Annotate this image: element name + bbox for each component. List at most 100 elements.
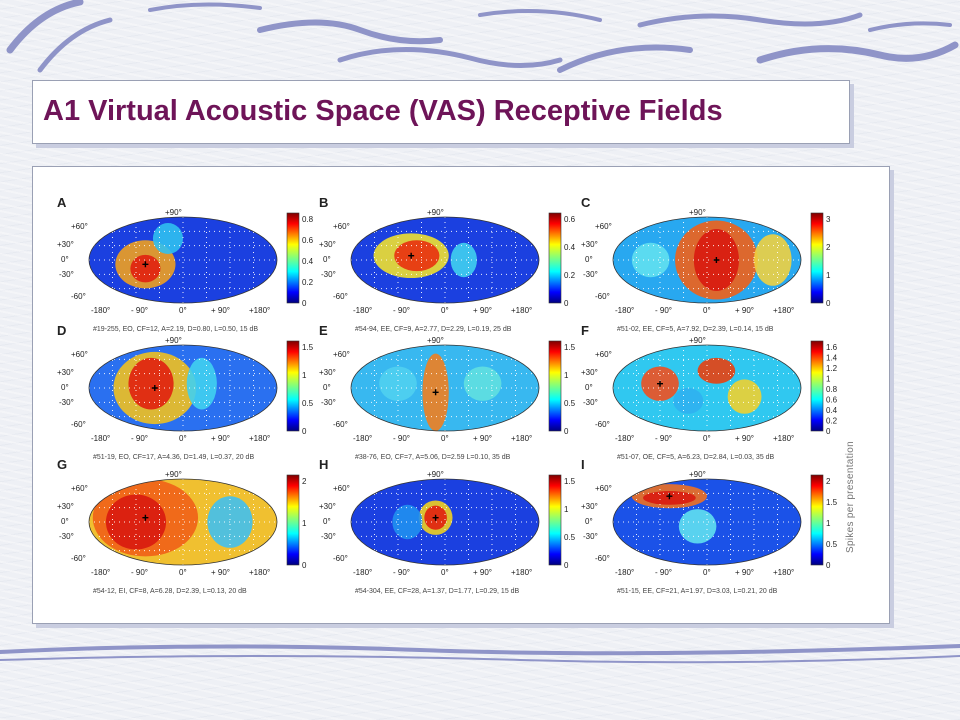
heatmap-region xyxy=(727,379,762,414)
latitude-label: 0° xyxy=(585,383,593,392)
latitude-label: -60° xyxy=(333,554,348,563)
colorbar-tick-label: 1.2 xyxy=(826,364,838,373)
latitude-label: +60° xyxy=(333,222,350,231)
latitude-label: -30° xyxy=(321,398,336,407)
latitude-label: -30° xyxy=(321,532,336,541)
latitude-label: -30° xyxy=(583,532,598,541)
colorbar xyxy=(286,340,300,432)
heatmap-region xyxy=(450,242,477,278)
colorbar-tick-label: 1 xyxy=(826,375,831,384)
panel-caption: #51-19, EO, CF=17, A=4.36, D=1.49, L=0.3… xyxy=(93,454,254,461)
heatmap-region xyxy=(697,357,736,384)
heatmap xyxy=(351,345,539,431)
panel-g: G +90° +60° +30° 0° -30° -60° -180° - 90° 0° + 90°… xyxy=(57,457,307,595)
panel-b: B +90° +60° +30° 0° -30° -60° -180° - 90° 0° + 90°… xyxy=(319,195,576,333)
colorbar-tick-label: 1 xyxy=(564,371,569,380)
longitude-label: +180° xyxy=(511,568,532,577)
latitude-label: +60° xyxy=(595,350,612,359)
latitude-label: +90° xyxy=(427,208,444,217)
longitude-label: +180° xyxy=(773,306,794,315)
longitude-label: + 90° xyxy=(473,434,492,443)
panel-letter: D xyxy=(57,323,66,338)
panel-letter: A xyxy=(57,195,67,210)
colorbar-tick-label: 0.5 xyxy=(826,540,838,549)
latitude-label: 0° xyxy=(585,255,593,264)
latitude-label: +30° xyxy=(319,502,336,511)
heatmap-region xyxy=(631,242,670,278)
panel-letter: C xyxy=(581,195,591,210)
heatmap xyxy=(89,345,277,431)
colorbar-tick-label: 0 xyxy=(302,299,307,308)
heatmap-region xyxy=(394,240,440,272)
colorbar-tick-label: 0.2 xyxy=(826,417,838,426)
latitude-label: +30° xyxy=(57,502,74,511)
panel-letter: G xyxy=(57,457,67,472)
heatmap-region xyxy=(392,504,423,540)
colorbar xyxy=(810,212,824,304)
longitude-label: - 90° xyxy=(393,434,410,443)
latitude-label: +60° xyxy=(71,484,88,493)
latitude-label: 0° xyxy=(585,517,593,526)
colorbar-tick-label: 1.4 xyxy=(826,354,838,363)
colorbar-tick-label: 0.4 xyxy=(826,406,838,415)
longitude-label: - 90° xyxy=(393,568,410,577)
latitude-label: -60° xyxy=(595,554,610,563)
panel-letter: F xyxy=(581,323,589,338)
latitude-label: +90° xyxy=(165,470,182,479)
colorbar-tick-label: 0.2 xyxy=(302,278,314,287)
panel-letter: E xyxy=(319,323,328,338)
best-location-marker xyxy=(142,261,149,268)
best-location-marker xyxy=(713,257,720,263)
longitude-label: +180° xyxy=(773,568,794,577)
colorbar-tick-label: 1 xyxy=(826,271,831,280)
map-outline xyxy=(612,216,802,304)
colorbar xyxy=(810,474,824,566)
longitude-label: 0° xyxy=(441,306,449,315)
latitude-label: +60° xyxy=(71,222,88,231)
heatmap-region xyxy=(105,494,167,550)
longitude-label: -180° xyxy=(91,434,110,443)
panel-f: F +90° +60° +30° 0° -30° -60° -180° - 90° 0° + 90°… xyxy=(581,323,838,461)
panel-e: E +90° +60° +30° 0° -30° -60° -180° - 90° 0° + 90°… xyxy=(319,323,576,461)
colorbar-tick-label: 1 xyxy=(302,519,307,528)
colorbar-tick-label: 0 xyxy=(302,427,307,436)
heatmap-region xyxy=(463,366,502,401)
latitude-label: -60° xyxy=(71,554,86,563)
longitude-label: + 90° xyxy=(735,306,754,315)
colorbar-tick-label: 0.6 xyxy=(302,236,314,245)
panel-caption: #51-02, EE, CF=5, A=7.92, D=2.39, L=0.14… xyxy=(617,326,774,333)
colorbar-tick-label: 0.6 xyxy=(564,215,576,224)
latitude-label: -60° xyxy=(71,292,86,301)
latitude-label: -60° xyxy=(333,420,348,429)
colorbar xyxy=(810,340,824,432)
panel-caption: #51-15, EE, CF=21, A=1.97, D=3.03, L=0.2… xyxy=(617,588,778,595)
colorbar-tick-label: 1.5 xyxy=(302,343,314,352)
longitude-label: + 90° xyxy=(211,306,230,315)
best-location-marker xyxy=(432,389,439,396)
heatmap xyxy=(89,217,277,303)
longitude-label: 0° xyxy=(703,434,711,443)
heatmap-region xyxy=(678,509,717,544)
longitude-label: +180° xyxy=(249,568,270,577)
colorbar-tick-label: 0 xyxy=(826,299,831,308)
panel-letter: H xyxy=(319,457,328,472)
longitude-label: -180° xyxy=(353,306,372,315)
heatmap-region xyxy=(130,254,161,283)
colorbar xyxy=(286,212,300,304)
longitude-label: 0° xyxy=(179,568,187,577)
longitude-label: + 90° xyxy=(211,434,230,443)
longitude-label: +180° xyxy=(511,306,532,315)
colorbar-tick-label: 0 xyxy=(826,427,831,436)
map-outline xyxy=(612,478,802,566)
longitude-label: 0° xyxy=(703,306,711,315)
longitude-label: + 90° xyxy=(735,434,754,443)
longitude-label: -180° xyxy=(91,306,110,315)
heatmap xyxy=(613,479,801,565)
longitude-label: +180° xyxy=(511,434,532,443)
latitude-label: 0° xyxy=(61,383,69,392)
longitude-label: - 90° xyxy=(393,306,410,315)
best-location-marker xyxy=(408,252,415,259)
longitude-label: 0° xyxy=(441,568,449,577)
latitude-label: +30° xyxy=(57,240,74,249)
heatmap xyxy=(351,217,539,303)
